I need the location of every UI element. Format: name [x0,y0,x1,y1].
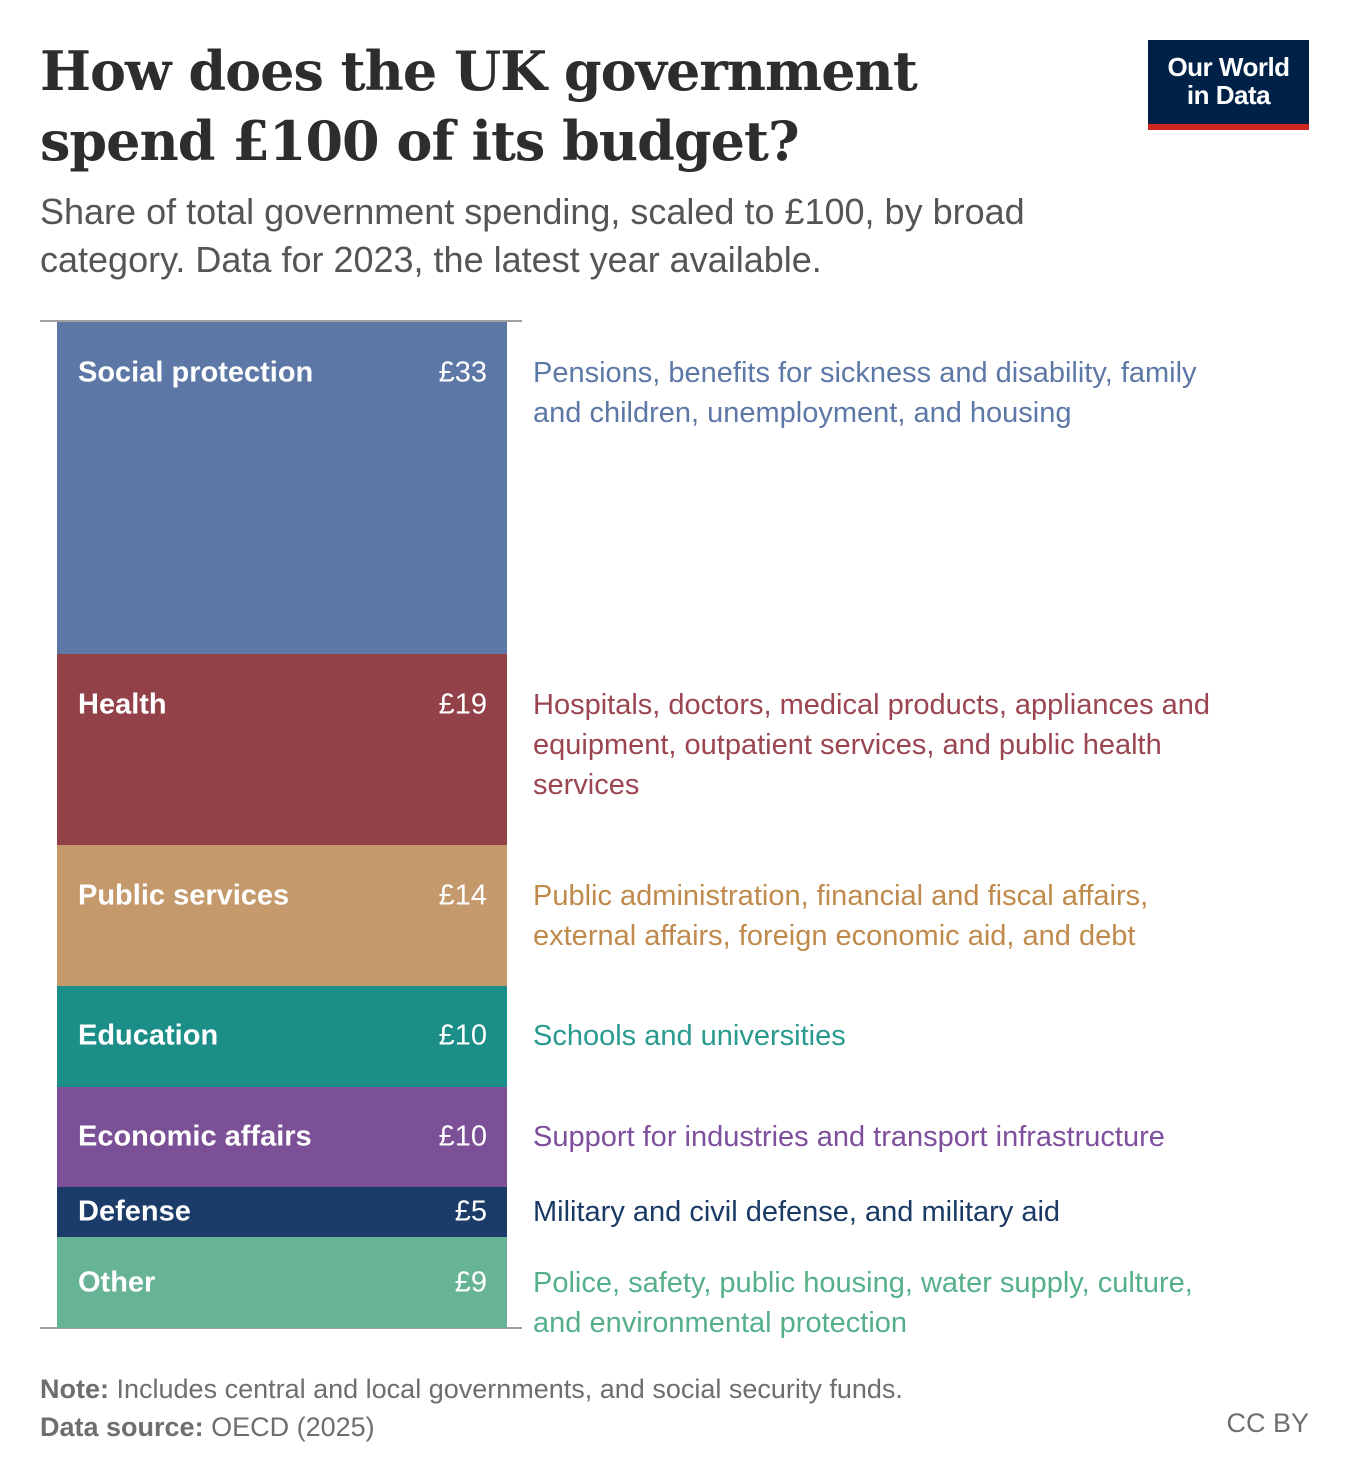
bar-segment-economic-affairs[interactable]: Economic affairs £10 [57,1086,507,1188]
segment-description: Hospitals, doctors, medical products, ap… [533,688,1211,801]
bar-segment-other[interactable]: Other £9 [57,1237,507,1328]
chart-title: How does the UK government spend £100 of… [40,39,918,173]
source-line: Data source: OECD (2025) [40,1408,903,1446]
segment-value-label: £14 [438,879,487,912]
segment-label: Other [78,1266,156,1299]
note-line: Note: Includes central and local governm… [40,1370,903,1408]
segment-description: Schools and universities [533,1020,846,1053]
segment-description: Police, safety, public housing, water su… [533,1266,1193,1339]
note-text: Includes central and local governments, … [109,1374,903,1404]
bar-segment-public-services[interactable]: Public services £14 [57,845,507,986]
bar-segment-health[interactable]: Health £19 [57,653,507,846]
source-text[interactable]: OECD (2025) [203,1412,375,1442]
license-link[interactable]: CC BY [1226,1408,1309,1438]
source-label: Data source: [40,1412,204,1442]
footer-notes: Note: Includes central and local governm… [40,1370,903,1446]
bar-segment-defense[interactable]: Defense £5 [57,1187,507,1238]
logo-line-1: Our World [1167,52,1290,82]
bar-segment-social-protection[interactable]: Social protection £33 [57,322,507,654]
note-label: Note: [40,1374,109,1404]
segment-description: Pensions, benefits for sickness and disa… [533,357,1197,429]
segment-label: Defense [78,1195,191,1228]
segment-label: Economic affairs [78,1120,312,1153]
owid-logo[interactable]: Our World in Data [1148,40,1309,130]
bar-segment-education[interactable]: Education £10 [57,985,507,1087]
segment-value-label: £9 [454,1266,487,1299]
segment-value-label: £10 [438,1120,487,1153]
logo-line-2: in Data [1186,80,1271,110]
segment-value-label: £19 [438,688,487,721]
segment-label: Health [78,688,167,721]
segment-value-label: £33 [438,356,487,389]
segment-value-label: £5 [454,1195,487,1228]
segment-description: Military and civil defense, and military… [533,1196,1061,1229]
top-axis-line [40,320,522,322]
segment-label: Social protection [78,356,314,389]
segment-value-label: £10 [438,1019,487,1052]
segment-description: Support for industries and transport inf… [533,1120,1165,1153]
chart-subtitle: Share of total government spending, scal… [40,191,1025,280]
segment-label: Education [78,1019,219,1052]
segment-description: Public administration, financial and fis… [533,880,1149,953]
bottom-axis-line [40,1327,522,1329]
segment-label: Public services [78,879,290,912]
